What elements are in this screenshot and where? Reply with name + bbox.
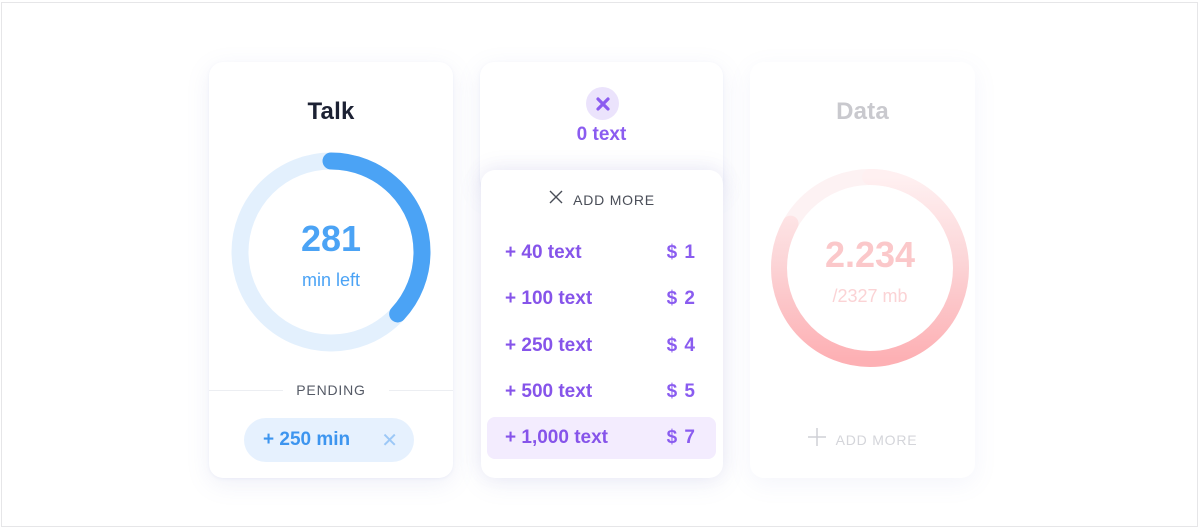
add-more-label: ADD MORE xyxy=(573,191,655,208)
talk-minutes-unit: min left xyxy=(301,270,361,290)
talk-progress-ring: 281 min left xyxy=(231,152,431,352)
close-icon xyxy=(549,190,563,209)
data-total-label: /2327 mb xyxy=(832,286,908,306)
option-amount: + 1,000 text xyxy=(505,427,608,448)
add-text-dropdown: ADD MORE + 40 text $ 1 + 100 text $ 2 + … xyxy=(481,170,723,478)
talk-title: Talk xyxy=(307,98,355,125)
text-option-500[interactable]: + 500 text $ 5 xyxy=(487,371,716,413)
text-option-250[interactable]: + 250 text $ 4 xyxy=(487,325,716,367)
data-used-value: 2.234 xyxy=(824,234,916,275)
plus-icon xyxy=(807,428,826,451)
option-amount: + 250 text xyxy=(505,335,593,356)
data-progress-ring: 2.234 /2327 mb xyxy=(770,168,970,368)
option-amount: + 100 text xyxy=(505,288,593,309)
pending-minutes-pill: + 250 min ✕ xyxy=(244,418,414,462)
text-count-label: 0 text xyxy=(576,124,627,145)
data-title: Data xyxy=(836,98,889,125)
talk-card: Talk 281 min left PENDING + 250 min ✕ xyxy=(209,62,453,478)
talk-minutes-value: 281 xyxy=(300,218,362,259)
text-option-1000[interactable]: + 1,000 text $ 7 xyxy=(487,417,716,459)
pending-label: PENDING xyxy=(296,382,366,398)
add-more-label: ADD MORE xyxy=(835,431,918,448)
close-icon[interactable]: ✕ xyxy=(381,429,398,452)
option-price: $ 5 xyxy=(666,381,696,402)
option-amount: + 500 text xyxy=(505,381,593,402)
text-option-100[interactable]: + 100 text $ 2 xyxy=(487,278,716,320)
close-circle-icon[interactable] xyxy=(586,87,619,120)
data-card: Data 2.234 /2327 mb ADD MORE xyxy=(750,62,975,478)
option-price: $ 4 xyxy=(666,335,696,356)
option-price: $ 7 xyxy=(666,427,696,448)
pending-divider: PENDING xyxy=(209,380,453,400)
pending-minutes-label: + 250 min xyxy=(263,429,351,450)
close-add-more-button[interactable]: ADD MORE xyxy=(481,190,723,209)
text-option-40[interactable]: + 40 text $ 1 xyxy=(487,232,716,274)
option-amount: + 40 text xyxy=(505,242,582,263)
option-price: $ 1 xyxy=(666,242,696,263)
option-price: $ 2 xyxy=(666,288,696,309)
data-add-more-button[interactable]: ADD MORE xyxy=(750,428,975,451)
